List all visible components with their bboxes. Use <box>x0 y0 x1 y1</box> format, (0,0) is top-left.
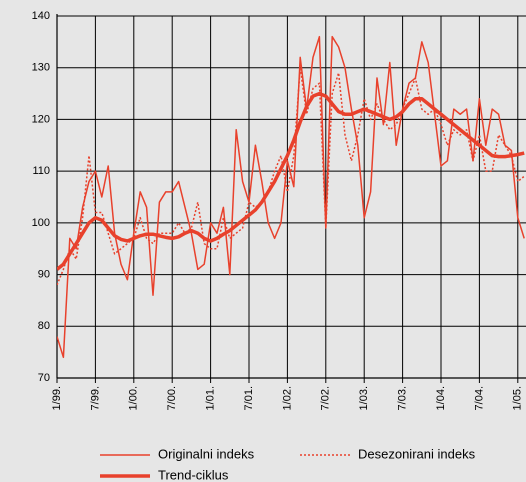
x-tick-label: 7/02. <box>320 386 332 410</box>
plot-area <box>57 35 525 359</box>
y-tick-label: 120 <box>32 113 50 125</box>
legend-label: Originalni indeks <box>158 446 255 461</box>
x-tick-label: 1/99. <box>51 386 63 410</box>
legend-label: Desezonirani indeks <box>358 446 476 461</box>
x-tick-label: 7/01. <box>243 386 255 410</box>
x-tick-label: 1/03. <box>358 386 370 410</box>
x-tick-label: 7/04. <box>473 386 485 410</box>
y-tick-label: 100 <box>32 217 50 229</box>
legend-label: Trend-ciklus <box>158 467 229 482</box>
x-tick-label: 1/01. <box>205 386 217 410</box>
y-tick-label: 140 <box>32 10 50 22</box>
y-tick-label: 110 <box>32 165 50 177</box>
x-tick-label: 7/00. <box>166 386 178 410</box>
x-tick-label: 1/05. <box>512 386 524 410</box>
x-tick-label: 7/03. <box>397 386 409 410</box>
y-tick-label: 80 <box>38 320 50 332</box>
x-tick-label: 1/00. <box>128 386 140 410</box>
series-line <box>57 35 525 359</box>
y-tick-label: 130 <box>32 62 50 74</box>
labels: 70 80 90 100 110 120 130 140 1/99. 7/99. 1/00. 7/00… <box>32 10 524 411</box>
series-line <box>57 91 525 271</box>
x-tick-label: 7/99. <box>89 386 101 410</box>
x-tick-label: 1/02. <box>281 386 293 410</box>
series-line <box>57 66 525 286</box>
x-tick-label: 1/04. <box>435 386 447 410</box>
grid <box>56 14 526 383</box>
y-tick-label: 70 <box>38 372 50 384</box>
legend: Originalni indeks Desezonirani indeks Tren… <box>100 446 476 482</box>
y-tick-label: 90 <box>38 268 50 280</box>
